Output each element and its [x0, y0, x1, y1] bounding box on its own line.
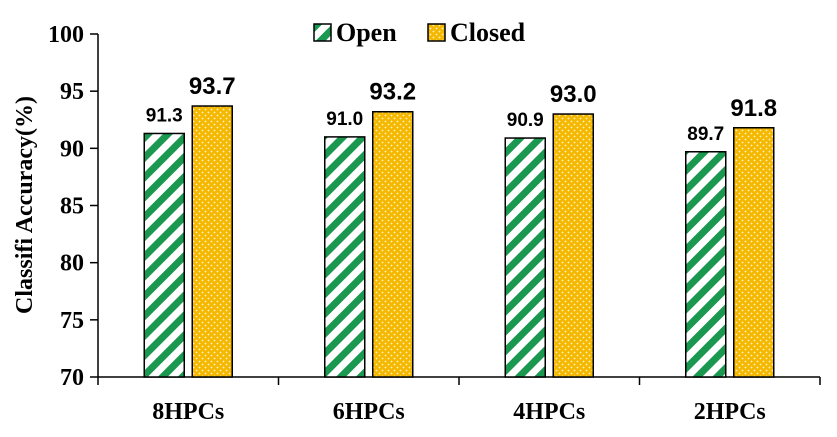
data-label-closed: 93.2 — [369, 79, 416, 106]
data-label-closed: 93.0 — [550, 81, 597, 108]
x-axis: 8HPCs 6HPCs 4HPCs 2HPCs — [97, 376, 821, 425]
bar-open — [324, 136, 366, 378]
bar-closed — [552, 113, 594, 378]
legend-label-closed: Closed — [450, 18, 526, 47]
bars: 91.3 93.7 91.0 93.2 90.9 93.0 89.7 91.8 — [143, 73, 777, 378]
x-category-label: 4HPCs — [513, 399, 585, 425]
y-tick-label: 85 — [60, 194, 84, 220]
y-tick-label: 80 — [60, 251, 84, 277]
bar-open — [143, 132, 185, 378]
data-label-open: 89.7 — [687, 124, 724, 145]
y-tick-label: 100 — [48, 22, 84, 48]
data-label-open: 91.0 — [326, 109, 363, 130]
data-label-open: 90.9 — [507, 110, 544, 131]
y-axis: 70 75 80 85 90 95 100 — [48, 22, 99, 391]
legend-swatch-closed — [427, 23, 446, 42]
bar-open — [504, 137, 546, 378]
legend: Open Closed — [313, 18, 526, 47]
x-category-label: 2HPCs — [694, 399, 766, 425]
bar-closed — [191, 105, 233, 378]
x-category-label: 8HPCs — [152, 399, 224, 425]
y-tick-label: 95 — [60, 79, 84, 105]
y-tick-label: 75 — [60, 308, 84, 334]
data-label-closed: 93.7 — [189, 73, 236, 100]
y-tick-label: 90 — [60, 136, 84, 162]
y-tick-label: 70 — [60, 365, 84, 391]
y-axis-title: Classifi Accuracy(%) — [12, 96, 38, 314]
bar-closed — [372, 110, 414, 378]
legend-label-open: Open — [336, 18, 397, 47]
bar-open — [685, 151, 727, 378]
x-category-label: 6HPCs — [333, 399, 405, 425]
data-label-open: 91.3 — [146, 105, 183, 126]
bar-closed — [733, 127, 775, 378]
legend-swatch-open — [313, 23, 332, 42]
data-label-closed: 91.8 — [730, 95, 777, 122]
